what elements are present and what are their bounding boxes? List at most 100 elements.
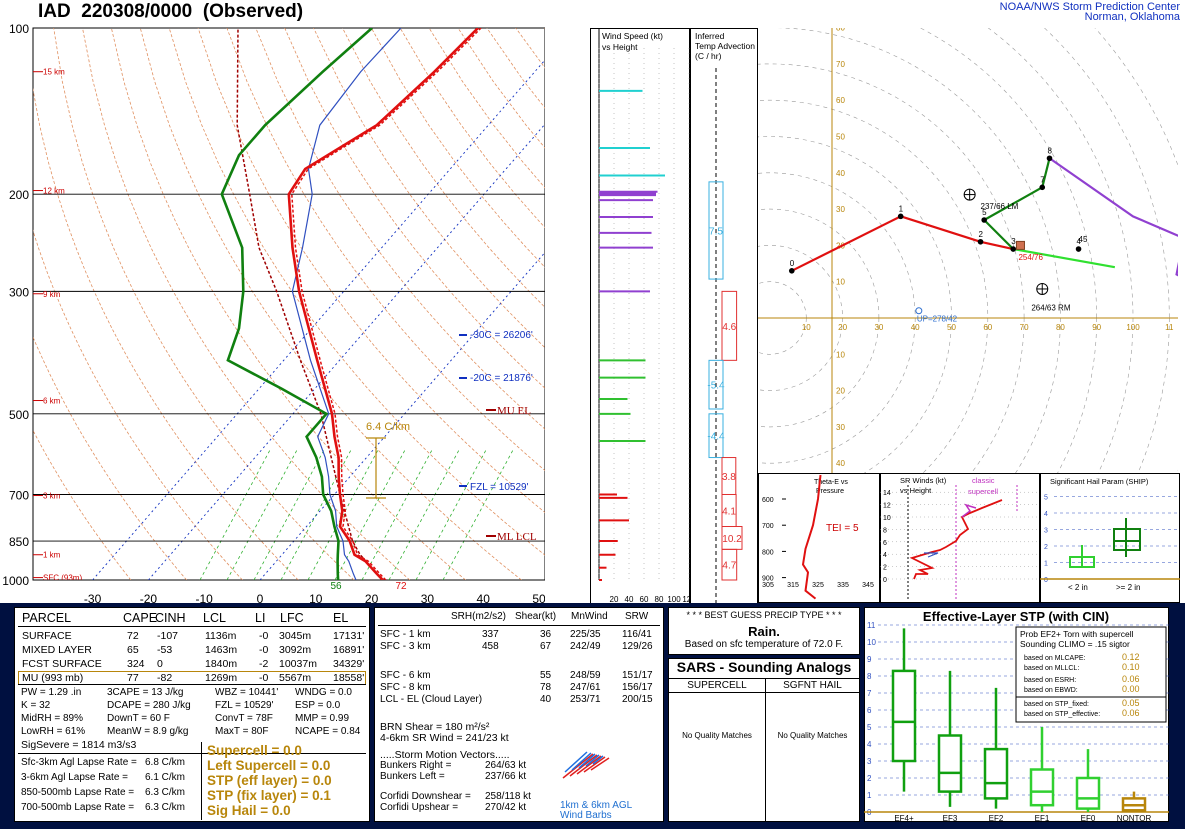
stp-prob-label: based on MLCAPE: <box>1024 655 1086 662</box>
wind-speed-title-2: vs Height <box>602 42 638 52</box>
wind-speed-panel: 20 40 60 80100120 <box>590 28 690 606</box>
composite-value: Sig Hail = 0.0 <box>207 803 291 818</box>
height-label: 1 km <box>43 551 61 560</box>
barb-line-red <box>576 755 602 775</box>
kin-cell: 458 <box>482 641 499 652</box>
wetbulb-trace <box>291 28 402 580</box>
barb-line-blue <box>585 754 600 767</box>
temp-advection-title-2: Temp Advection <box>695 41 756 51</box>
precip-title: * * * BEST GUESS PRECIP TYPE * * * <box>686 610 842 620</box>
wind-barbs-graphic <box>562 751 610 779</box>
parcel-cell: 1136m <box>205 630 237 642</box>
hodo-segment <box>1041 158 1051 188</box>
srw-y-label: 6 <box>883 540 887 547</box>
c20-height-label: -20C = 21876' <box>470 373 533 384</box>
adv-layer-box <box>721 290 738 361</box>
parcel-cell: -82 <box>157 672 173 684</box>
hodo-segment <box>980 240 1014 251</box>
parcel-panel: PARCEL CAPE CINH LCL LI LFC EL SURFACE 72 -107 11… <box>14 607 370 822</box>
stp-panel: Effective-Layer STP (with CIN)0123456789… <box>864 607 1169 822</box>
stp-y-label: 10 <box>867 638 876 647</box>
wind-tick-label: 80 <box>655 595 664 604</box>
wind-tick-label: 100 <box>667 595 681 604</box>
upshear-marker <box>915 307 923 315</box>
hodo-segment <box>983 186 1043 221</box>
parcel-header-0: PARCEL <box>22 611 72 625</box>
stp-prob-label: based on STP_fixed: <box>1024 701 1089 708</box>
hodo-axis-label: 20 <box>838 323 847 332</box>
theta-x-label: 335 <box>837 582 849 589</box>
kin-cell: 40 <box>540 694 552 705</box>
height-label: 6 km <box>43 397 61 406</box>
srw-y-label: 12 <box>883 503 891 510</box>
adv-layer-box <box>721 548 738 581</box>
precip-type-panel: * * * BEST GUESS PRECIP TYPE * * * Rain.… <box>668 607 860 655</box>
storm-motion-title: .....Storm Motion Vectors..... <box>380 749 510 761</box>
hodo-point-label: 1 <box>899 204 904 213</box>
stp-prob-label: based on MLLCL: <box>1024 665 1079 672</box>
stp-prob-value: 0.10 <box>1122 662 1140 672</box>
ship-y-label: 5 <box>1044 495 1048 502</box>
hodo-axis-label: 50 <box>947 323 956 332</box>
mean-wind-marker <box>1015 240 1025 250</box>
kinematic-header: SRH(m2/s2) Shear(kt) MnWind SRW <box>375 611 663 625</box>
theta-x-label: 305 <box>762 582 774 589</box>
parcel-cell: 0 <box>157 658 163 670</box>
station-id: IAD <box>38 1 71 22</box>
adv-layer-label: 7.5 <box>709 226 723 237</box>
precip-note: Based on sfc temperature of 72.0 F. <box>684 639 844 650</box>
sounding-time: 220308/0000 <box>81 1 193 22</box>
parcel-cell: FCST SURFACE <box>22 658 102 670</box>
adv-layer-box <box>708 359 724 410</box>
fzl-label: FZL = 10529' <box>470 482 529 493</box>
sars-title: SARS - Sounding Analogs <box>676 659 852 675</box>
hodo-purple-segment <box>1048 157 1178 277</box>
hodo-ring-label: 60 <box>836 96 845 105</box>
srw-title-1: SR Winds (kt) <box>900 476 947 485</box>
hodo-plot: 1020304050607080901020304050607080901001… <box>758 28 1178 473</box>
ship-box-small <box>1069 556 1095 568</box>
stp-box <box>937 734 963 793</box>
theta-y-label: 900 <box>762 576 774 583</box>
thermo-param: K = 32 <box>21 700 51 711</box>
hodo-point <box>1010 246 1017 252</box>
stp-prob-value: 0.05 <box>1122 698 1140 708</box>
parcel-table-rows: SURFACE 72 -107 1136m -0 3045m 17131' MIXED LAY… <box>15 628 369 688</box>
stp-y-label: 6 <box>867 706 872 715</box>
parcel-header-4: LI <box>255 611 266 625</box>
smv-label: Corfidi Downshear = <box>380 791 471 802</box>
hodo-axis-label: 30 <box>874 323 883 332</box>
wind-tick-label: 120 <box>682 595 690 604</box>
thermo-param: FZL = 10529' <box>215 700 274 711</box>
lapse-rate-label: 6.4 C/km <box>366 421 410 433</box>
stp-prob-value: 0.06 <box>1122 674 1140 684</box>
surface-temp-label: 72 <box>395 581 407 592</box>
hodo-segment-upper <box>1013 247 1116 269</box>
sars-supercell-header: SUPERCELL <box>687 680 747 691</box>
barb-line-red <box>569 754 598 777</box>
hodo-axis-label: 80 <box>1056 323 1065 332</box>
dry-adiabat <box>313 28 545 349</box>
srw-y-label: 10 <box>883 515 891 522</box>
skewt-plot: 15 km 12 km 9 km 6 km 3 km 1 km SFC (93m) <box>33 28 545 580</box>
parcel-cell: 10037m <box>279 658 317 670</box>
parcel-cell: -0 <box>259 672 269 684</box>
sr-winds-panel: SR Winds (kt)vs Height classic supercell 0 2… <box>880 473 1040 603</box>
hodo-axis-label: 70 <box>1020 323 1029 332</box>
barb-line-red <box>590 757 610 771</box>
hodo-axis-label: 10 <box>802 323 811 332</box>
right-mover-label: 264/63 RM <box>1031 304 1070 313</box>
kin-header: Shear(kt) <box>515 611 557 622</box>
parcel-cell: 77 <box>127 672 139 684</box>
hodo-point <box>1046 155 1053 162</box>
skewt-frame <box>32 27 545 581</box>
theta-y-label: 700 <box>762 523 774 530</box>
adv-layer-label: 4.1 <box>722 506 736 517</box>
pressure-label: 1000 <box>2 574 29 588</box>
pressure-label: 850 <box>9 535 29 549</box>
mean-wind-label: 254/76 <box>1018 253 1043 262</box>
stp-prob-label: based on STP_effective: <box>1024 711 1100 718</box>
smv-value: 264/63 kt <box>485 760 527 771</box>
